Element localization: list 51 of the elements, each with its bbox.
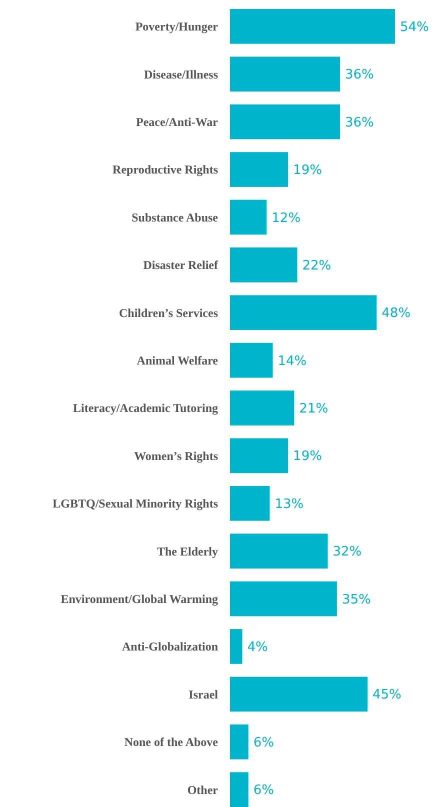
y-tick-label: Literacy/Academic Tutoring bbox=[73, 401, 218, 416]
bar bbox=[230, 200, 267, 235]
y-tick-label: Environment/Global Warming bbox=[60, 592, 218, 606]
data-label: 22% bbox=[302, 258, 332, 274]
data-label: 36% bbox=[345, 68, 374, 83]
data-label: 54% bbox=[400, 20, 429, 35]
bar bbox=[230, 56, 340, 92]
data-label: 21% bbox=[299, 402, 328, 417]
bar bbox=[230, 342, 273, 378]
bar bbox=[230, 772, 248, 807]
y-tick-label: Women’s Rights bbox=[134, 448, 218, 463]
data-label: 4% bbox=[247, 640, 268, 656]
bar bbox=[230, 534, 328, 569]
bar bbox=[230, 581, 337, 616]
data-label: 19% bbox=[293, 163, 322, 178]
bar bbox=[230, 295, 377, 330]
y-tick-label: Substance Abuse bbox=[132, 210, 219, 224]
data-label: 6% bbox=[253, 735, 274, 750]
bar bbox=[230, 152, 288, 187]
y-tick-label: Animal Welfare bbox=[136, 354, 219, 368]
y-tick-label: Disaster Relief bbox=[143, 258, 219, 272]
bar bbox=[230, 629, 242, 664]
data-label: 6% bbox=[253, 783, 274, 798]
data-label: 19% bbox=[293, 449, 322, 464]
y-tick-label: Poverty/Hunger bbox=[135, 20, 219, 34]
bar bbox=[230, 104, 340, 140]
bar bbox=[230, 9, 395, 44]
y-tick-label: Reproductive Rights bbox=[112, 162, 218, 177]
y-tick-label: The Elderly bbox=[156, 544, 218, 558]
data-label: 45% bbox=[372, 688, 402, 703]
y-tick-label: Disease/Illness bbox=[144, 67, 218, 82]
y-tick-label: Israel bbox=[188, 687, 219, 702]
bar bbox=[230, 390, 294, 426]
data-label: 36% bbox=[345, 115, 374, 130]
data-label: 35% bbox=[342, 592, 371, 608]
bar bbox=[230, 247, 298, 282]
bar bbox=[230, 438, 288, 474]
y-tick-label: LGBTQ/Sexual Minority Rights bbox=[52, 496, 218, 511]
data-label: 48% bbox=[382, 306, 411, 322]
data-label: 32% bbox=[332, 544, 362, 560]
y-tick-label: Peace/Anti-War bbox=[136, 115, 219, 130]
y-tick-label: Children’s Services bbox=[119, 306, 218, 320]
y-tick-label: Other bbox=[187, 782, 219, 797]
data-label: 14% bbox=[278, 354, 307, 369]
y-tick-label: Anti-Globalization bbox=[122, 640, 218, 654]
bar bbox=[230, 724, 248, 760]
bar bbox=[230, 486, 270, 521]
y-tick-label: None of the Above bbox=[124, 735, 219, 750]
data-label: 12% bbox=[272, 210, 301, 226]
data-label: 13% bbox=[274, 496, 304, 512]
bar bbox=[230, 676, 368, 712]
